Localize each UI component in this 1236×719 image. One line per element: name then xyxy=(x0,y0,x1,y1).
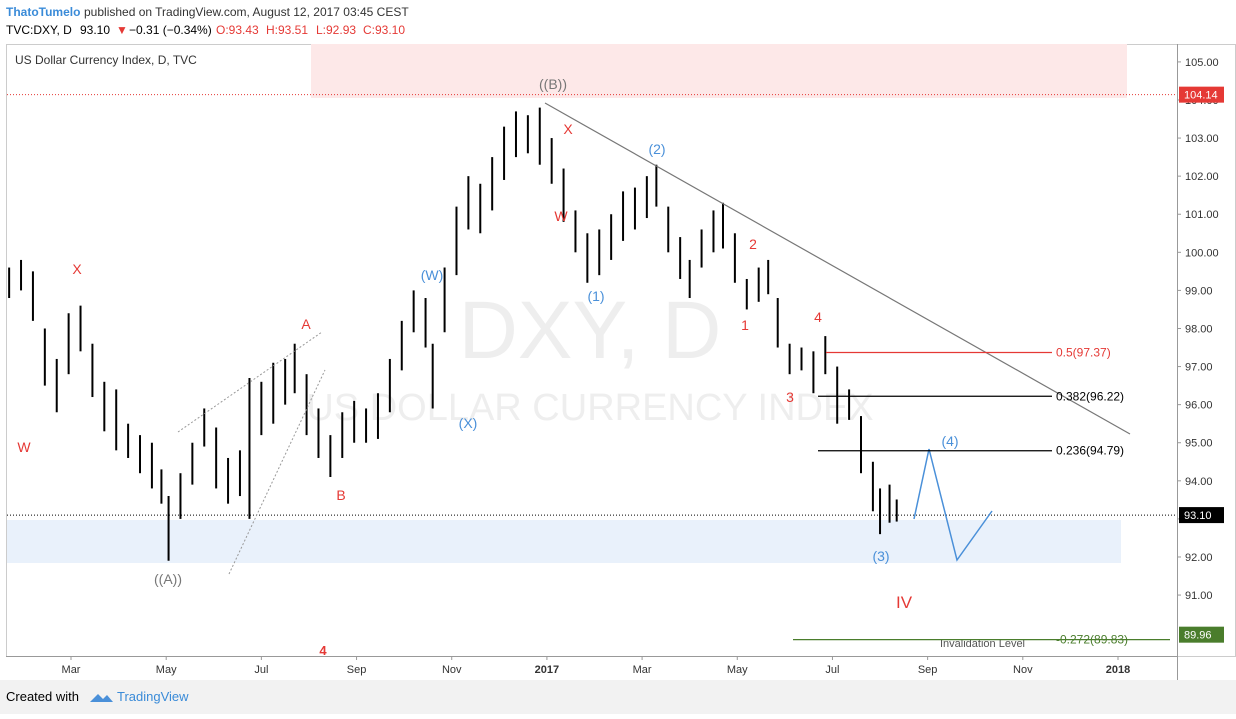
price-tag xyxy=(1179,86,1224,103)
x-tick-label: Mar xyxy=(633,664,652,676)
resistance-zone xyxy=(311,44,1127,98)
fib-label: 0.5(97.37) xyxy=(1056,345,1111,359)
y-tick-label: 101.00 xyxy=(1185,209,1219,221)
wave-label: X xyxy=(563,121,573,137)
y-tick-label: 99.00 xyxy=(1185,285,1213,297)
wave-label: (2) xyxy=(648,141,665,157)
price-tag-label: 89.96 xyxy=(1184,630,1212,642)
price-tag xyxy=(1179,626,1224,643)
wave-label: W xyxy=(17,439,31,455)
fib-label: -0.272(89.83) xyxy=(1056,633,1128,647)
trend-line xyxy=(544,102,1131,435)
wave-label: 2 xyxy=(749,236,757,252)
x-tick-label: Sep xyxy=(918,664,938,676)
y-tick-label: 100.00 xyxy=(1185,247,1219,259)
wave-label: ((A)) xyxy=(154,571,182,587)
support-zone xyxy=(7,520,1121,563)
y-tick-label: 92.00 xyxy=(1185,552,1213,564)
y-tick-label: 96.00 xyxy=(1185,400,1213,412)
x-tick-label: May xyxy=(727,664,748,676)
published: published on TradingView.com, August 12,… xyxy=(84,5,409,19)
change: −0.31 (−0.34%) xyxy=(129,23,212,37)
wave-label: (W) xyxy=(421,267,444,283)
y-tick-label: 95.00 xyxy=(1185,438,1213,450)
wave-label: IV xyxy=(896,593,913,612)
publisher[interactable]: ThatoTumelo xyxy=(6,5,80,19)
footer-bg xyxy=(0,680,1236,714)
price-tag xyxy=(1179,507,1224,524)
fib-label: 0.382(96.22) xyxy=(1056,389,1124,403)
wave-label: 1 xyxy=(741,317,749,333)
x-tick-label: Nov xyxy=(1013,664,1033,676)
watermark: DXY, D xyxy=(459,285,722,376)
x-tick-label: May xyxy=(156,664,177,676)
wave-label: W xyxy=(554,208,568,224)
symbol: TVC:DXY, D xyxy=(6,23,72,37)
down-arrow: ▼ xyxy=(116,23,128,37)
y-tick-label: 97.00 xyxy=(1185,362,1213,374)
x-tick-label: 2017 xyxy=(535,664,559,676)
wave-label: 4 xyxy=(319,643,327,658)
price-tag-label: 93.10 xyxy=(1184,510,1212,522)
close: C:93.10 xyxy=(363,23,405,37)
wave-label: 4 xyxy=(814,309,822,325)
low: L:92.93 xyxy=(316,23,356,37)
y-tick-label: 98.00 xyxy=(1185,323,1213,335)
brand-logo xyxy=(90,694,113,702)
footer-created: Created with xyxy=(6,689,79,704)
wave-label: 3 xyxy=(786,389,794,405)
y-tick-label: 102.00 xyxy=(1185,171,1219,183)
wedge-line xyxy=(177,331,323,433)
wave-label: X xyxy=(72,261,82,277)
wave-label: (4) xyxy=(941,433,958,449)
y-tick-label: 105.00 xyxy=(1185,57,1219,69)
wave-label: (X) xyxy=(459,415,478,431)
high: H:93.51 xyxy=(266,23,308,37)
wave-label: A xyxy=(301,316,311,332)
y-tick-label: 91.00 xyxy=(1185,590,1213,602)
watermark-sub: US DOLLAR CURRENCY INDEX xyxy=(306,387,873,429)
x-tick-label: Nov xyxy=(442,664,462,676)
invalidation-label: Invalidation Level xyxy=(940,638,1025,650)
wedge-line xyxy=(228,369,326,575)
last-price: 93.10 xyxy=(80,23,110,37)
fib-label: 0.236(94.79) xyxy=(1056,444,1124,458)
wave-label: (3) xyxy=(872,548,889,564)
x-tick-label: Sep xyxy=(347,664,367,676)
x-tick-label: Mar xyxy=(62,664,81,676)
x-tick-label: Jul xyxy=(254,664,268,676)
wave-label: (1) xyxy=(587,288,604,304)
wave-label: ((B)) xyxy=(539,76,567,92)
y-tick-label: 103.00 xyxy=(1185,133,1219,145)
y-tick-label: 94.00 xyxy=(1185,476,1213,488)
price-tag-label: 104.14 xyxy=(1184,90,1218,102)
open: O:93.43 xyxy=(216,23,259,37)
wave-label: B xyxy=(336,487,345,503)
x-tick-label: 2018 xyxy=(1106,664,1130,676)
chart-title: US Dollar Currency Index, D, TVC xyxy=(15,53,197,67)
footer-brand[interactable]: TradingView xyxy=(117,689,189,704)
x-tick-label: Jul xyxy=(825,664,839,676)
projection-path xyxy=(913,448,993,562)
header-bg xyxy=(0,0,1236,44)
